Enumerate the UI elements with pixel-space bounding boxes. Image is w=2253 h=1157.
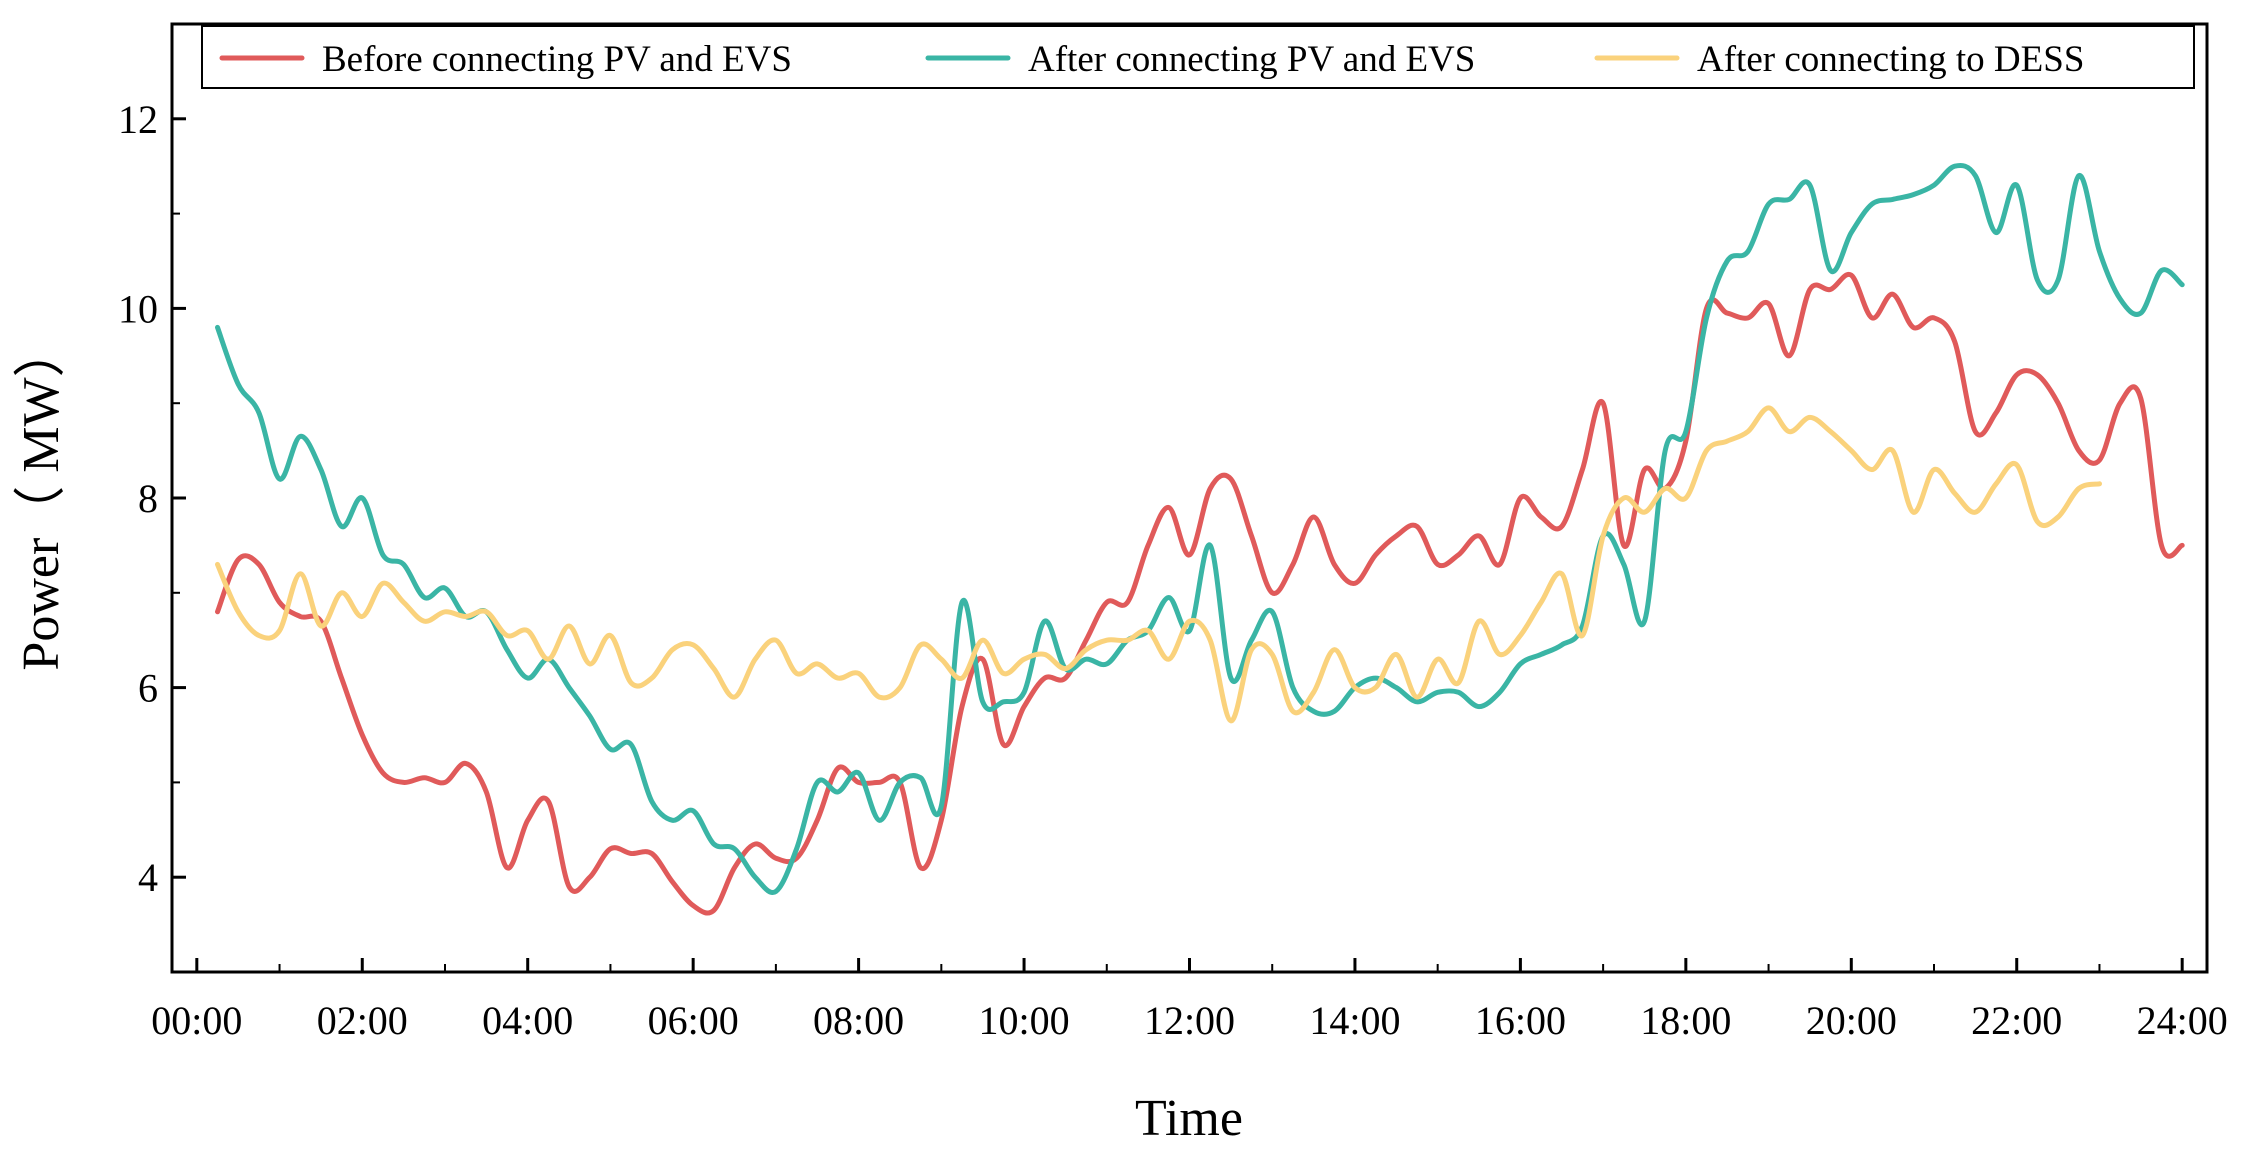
x-tick-label: 22:00 [1971, 998, 2062, 1043]
series-after-pv-evs-line [215, 162, 2185, 895]
x-tick-label: 12:00 [1144, 998, 1235, 1043]
y-tick-label: 10 [118, 286, 158, 331]
legend: Before connecting PV and EVS After connec… [201, 25, 2195, 89]
x-tick-label: 18:00 [1640, 998, 1731, 1043]
series-before-line [215, 271, 2185, 916]
legend-items: Before connecting PV and EVS After connec… [219, 39, 2084, 80]
y-tick-label: 12 [118, 97, 158, 142]
x-tick-label: 10:00 [978, 998, 1069, 1043]
y-tick-label: 6 [138, 666, 158, 711]
plot-frame [170, 22, 2209, 974]
x-tick-label: 02:00 [317, 998, 408, 1043]
y-axis-label: Power（ MW） [13, 325, 70, 670]
series-after-dess-line [215, 405, 2102, 724]
x-tick-label: 04:00 [482, 998, 573, 1043]
x-axis-label: Time [1135, 1090, 1243, 1147]
x-tick-label: 16:00 [1475, 998, 1566, 1043]
y-tick-label: 8 [138, 476, 158, 521]
series-lines [215, 162, 2185, 916]
x-tick-label: 14:00 [1309, 998, 1400, 1043]
x-tick-label: 06:00 [648, 998, 739, 1043]
y-tick-label: 4 [138, 855, 158, 900]
legend-label: Before connecting PV and EVS [322, 39, 792, 80]
legend-frame [201, 25, 2195, 89]
x-tick-label: 00:00 [151, 998, 242, 1043]
x-tick-label: 24:00 [2137, 998, 2228, 1043]
legend-label: After connecting to DESS [1697, 39, 2084, 80]
axis-ticks: 00:00 02:00 04:00 06:00 08:00 10:00 12:00 14:00… [118, 23, 2228, 1043]
x-tick-label: 20:00 [1806, 998, 1897, 1043]
legend-label: After connecting PV and EVS [1028, 39, 1475, 80]
x-tick-label: 08:00 [813, 998, 904, 1043]
